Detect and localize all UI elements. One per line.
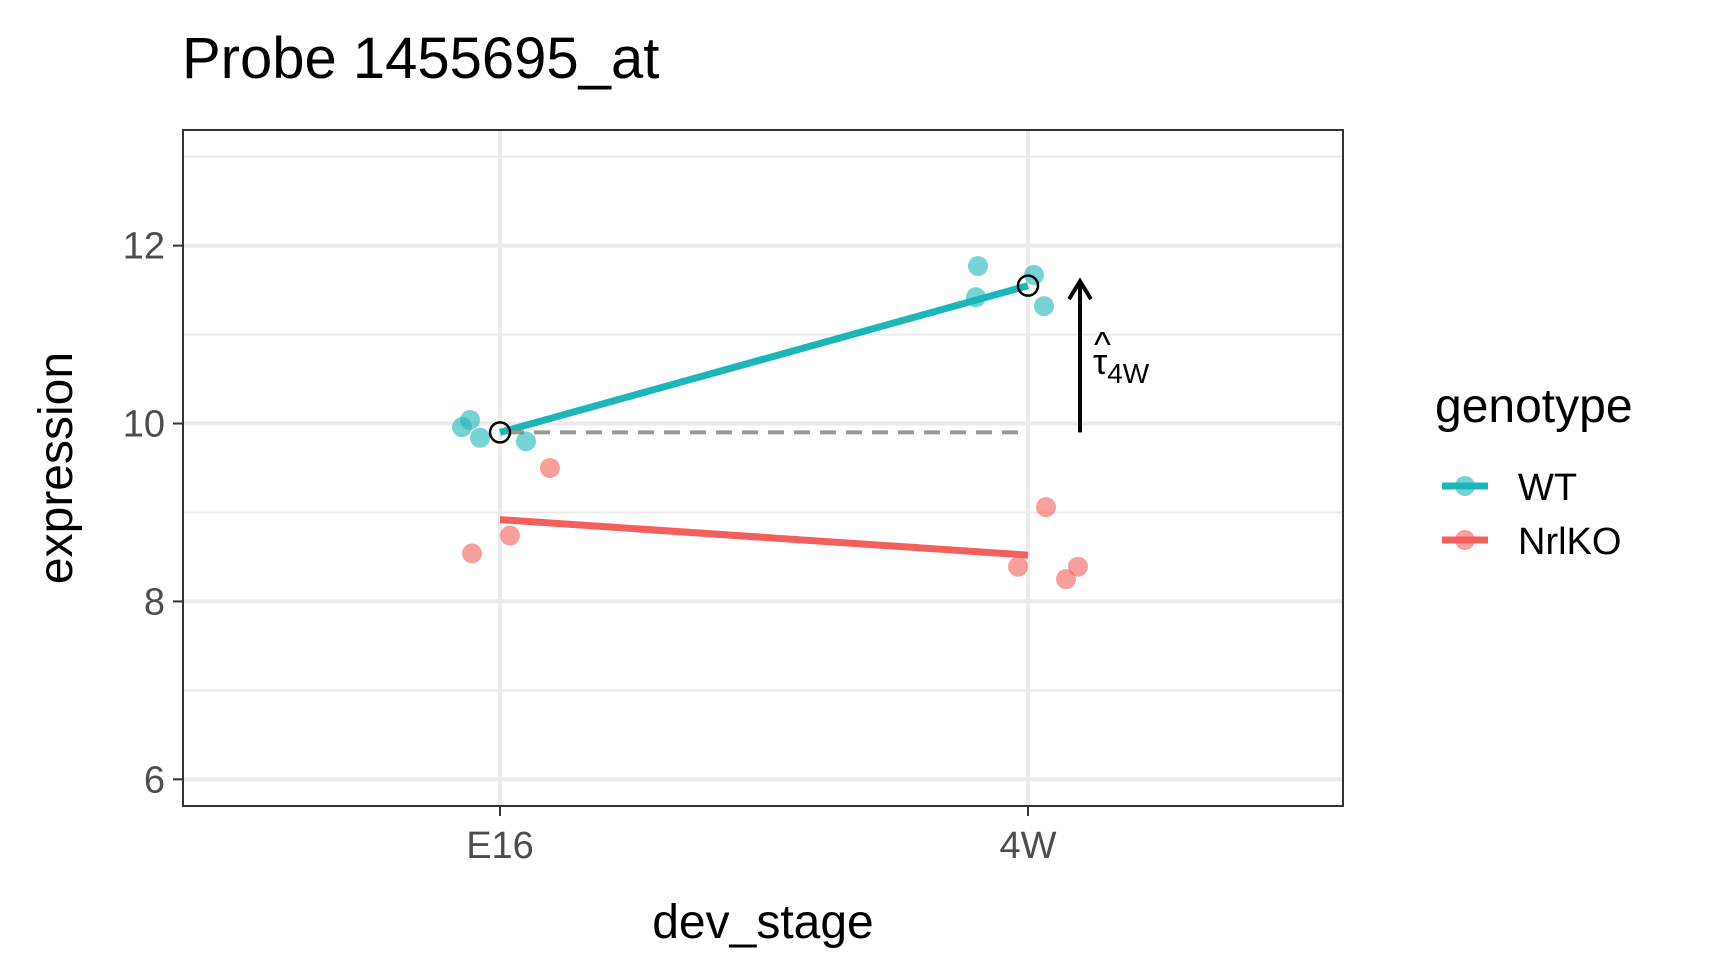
data-point-nrlko [462,543,482,564]
legend: genotype WT NrlKO [1435,380,1633,563]
legend-key-wt [1442,476,1488,496]
y-tick-label: 8 [144,581,165,623]
data-point-nrlko [540,458,560,478]
data-point-nrlko [500,525,520,546]
data-point-wt [966,287,986,308]
tau-annotation: τ4W [1093,341,1150,389]
effect-arrow-head [1067,277,1093,301]
tau-subscript: 4W [1107,358,1150,389]
data-point-wt [1024,264,1044,285]
x-axis-title: dev_stage [652,896,874,949]
plot-background [183,130,1343,806]
data-point-nrlko [1056,569,1076,590]
data-point-wt [1034,296,1054,317]
legend-title: genotype [1435,380,1633,433]
x-axis-ticks: E16 4W [466,806,1057,867]
data-point-wt [968,256,988,277]
legend-key-nrlko [1442,530,1488,550]
chart-title: Probe 1455695_at [182,26,659,91]
fit-line-nrlko [499,516,1029,559]
data-points [452,256,1088,590]
y-tick-label: 6 [144,759,165,801]
x-tick-label: E16 [466,825,534,867]
data-point-wt [470,427,490,448]
tau-hat: ^ [1094,324,1111,365]
fit-marker-4w [1016,274,1040,297]
data-point-wt [516,431,536,452]
fit-line-wt [499,282,1029,436]
plot-border [182,129,1344,807]
fit-markers [488,274,1040,444]
grid [183,130,1343,806]
legend-label-nrlko: NrlKO [1518,521,1621,563]
y-tick-label: 10 [123,404,165,446]
y-axis-ticks: 6 8 10 12 [123,226,183,801]
legend-key-wt-point [1455,476,1475,496]
legend-key-nrlko-point [1455,530,1475,550]
fit-lines [499,282,1029,559]
fit-marker-e16 [488,421,512,444]
x-tick-label: 4W [1000,825,1057,867]
tau-symbol: τ [1093,341,1107,382]
effect-arrow-group [1067,277,1093,433]
data-point-nrlko [1036,497,1056,518]
data-point-nrlko [1068,556,1088,577]
y-axis-title: expression [30,352,83,584]
y-tick-label: 12 [123,226,165,268]
legend-label-wt: WT [1518,467,1577,509]
data-point-nrlko [1008,556,1028,577]
data-point-wt [460,409,480,430]
